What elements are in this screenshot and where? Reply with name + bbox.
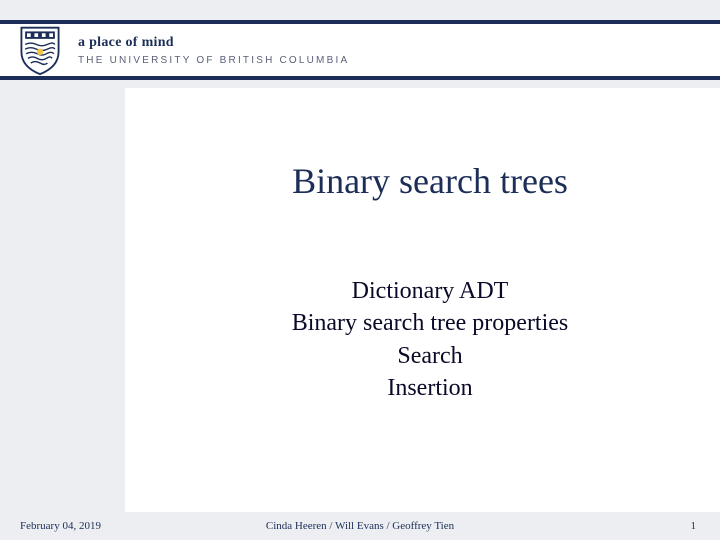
- subtitle-line: Dictionary ADT: [180, 275, 680, 307]
- university-name: THE UNIVERSITY OF BRITISH COLUMBIA: [78, 55, 349, 66]
- ubc-crest-logo: [16, 24, 64, 76]
- footer-authors: Cinda Heeren / Will Evans / Geoffrey Tie…: [0, 520, 720, 532]
- slide: a place of mind THE UNIVERSITY OF BRITIS…: [0, 0, 720, 540]
- footer: February 04, 2019 Cinda Heeren / Will Ev…: [0, 512, 720, 540]
- subtitle-line: Binary search tree properties: [180, 307, 680, 339]
- slide-title: Binary search trees: [180, 160, 680, 202]
- tagline: a place of mind: [78, 35, 349, 51]
- subtitle-line: Search: [180, 340, 680, 372]
- footer-page-number: 1: [691, 520, 697, 532]
- header-text: a place of mind THE UNIVERSITY OF BRITIS…: [78, 35, 349, 66]
- subtitles: Dictionary ADT Binary search tree proper…: [180, 275, 680, 405]
- subtitle-line: Insertion: [180, 372, 680, 404]
- sidebar-strip: [0, 88, 125, 512]
- header-band: a place of mind THE UNIVERSITY OF BRITIS…: [0, 20, 720, 80]
